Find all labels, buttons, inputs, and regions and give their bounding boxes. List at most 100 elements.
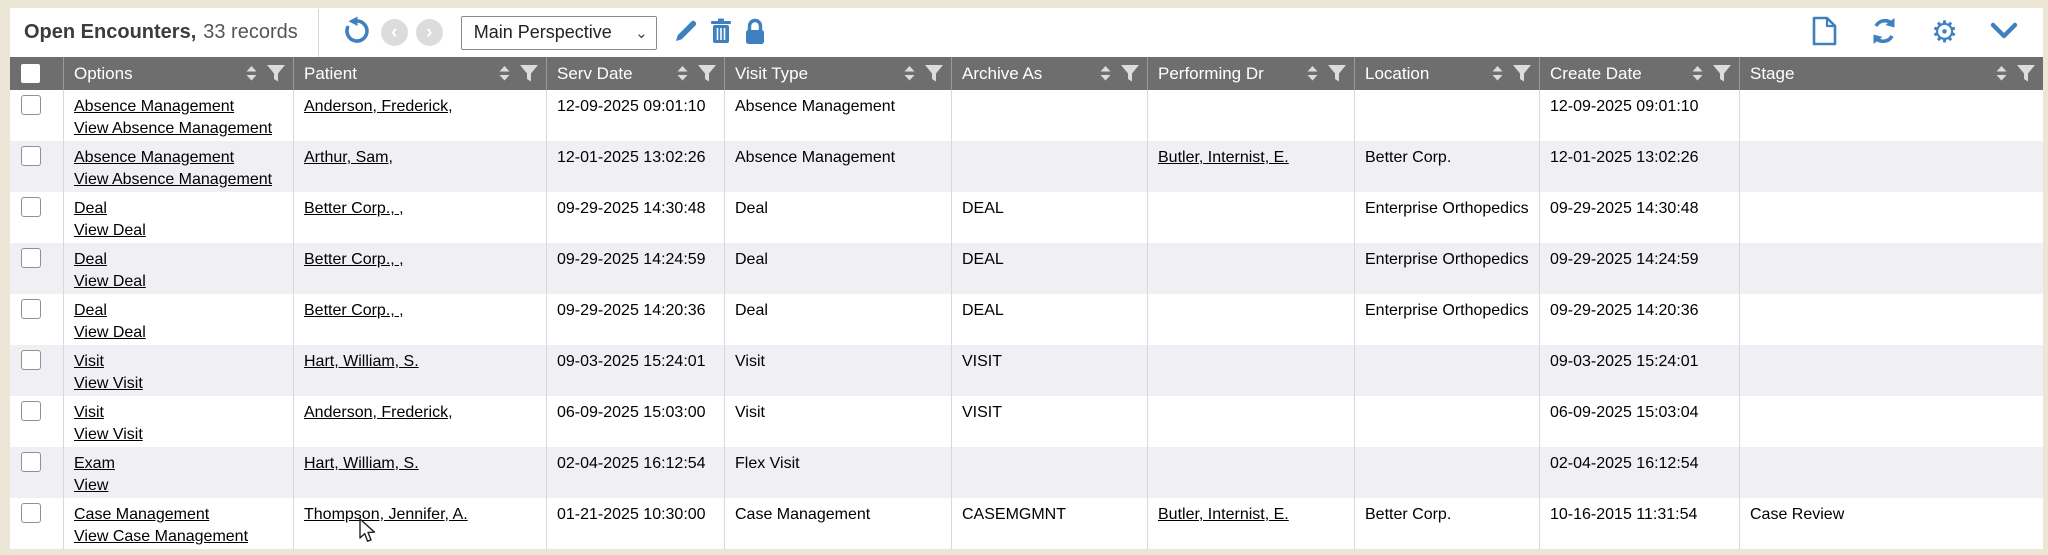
cell-serv_date: 06-09-2025 15:03:00 [547,396,725,447]
new-document-button[interactable] [1812,16,1837,49]
select-all-header[interactable] [10,57,64,90]
column-header-create_date[interactable]: Create Date [1540,57,1740,90]
row-checkbox[interactable] [21,299,41,319]
option-link[interactable]: Deal [74,302,107,319]
select-all-checkbox[interactable] [21,64,40,83]
option-link[interactable]: Deal [74,200,107,217]
sort-icon[interactable] [244,64,259,83]
sort-icon[interactable] [1098,64,1113,83]
sort-icon[interactable] [902,64,917,83]
cell-stage [1740,447,2043,498]
row-checkbox[interactable] [21,452,41,472]
patient-link[interactable]: Anderson, Frederick, [304,98,453,115]
sort-icon[interactable] [1305,64,1320,83]
patient-link[interactable]: Thompson, Jennifer, A. [304,506,468,523]
option-link[interactable]: View Deal [74,222,146,239]
cell-location [1355,345,1540,396]
cell-archive_as [952,447,1148,498]
row-checkbox[interactable] [21,248,41,268]
refresh-icon [1869,16,1899,49]
column-header-options[interactable]: Options [64,57,294,90]
sort-icon[interactable] [1490,64,1505,83]
performing_dr-link[interactable]: Butler, Internist, E. [1158,506,1289,523]
filter-icon[interactable] [266,64,286,83]
row-checkbox[interactable] [21,197,41,217]
filter-icon[interactable] [2016,64,2036,83]
option-link[interactable]: Absence Management [74,149,235,166]
option-link[interactable]: View Visit [74,426,143,443]
pencil-icon [673,18,699,47]
row-checkbox[interactable] [21,146,41,166]
sort-icon[interactable] [497,64,512,83]
column-header-serv_date[interactable]: Serv Date [547,57,725,90]
performing_dr-link[interactable]: Butler, Internist, E. [1158,149,1289,166]
option-link[interactable]: View Visit [74,375,143,392]
patient-link[interactable]: Anderson, Frederick, [304,404,453,421]
column-header-visit_type[interactable]: Visit Type [725,57,952,90]
refresh-button[interactable] [1869,16,1899,49]
next-button[interactable]: › [415,19,443,46]
row-checkbox[interactable] [21,350,41,370]
patient-link[interactable]: Better Corp., , [304,200,404,217]
row-checkbox[interactable] [21,401,41,421]
column-header-patient[interactable]: Patient [294,57,547,90]
option-link[interactable]: View Deal [74,324,146,341]
option-link[interactable]: View Case Management [74,528,249,545]
cell-archive_as [952,90,1148,141]
collapse-button[interactable] [1990,21,2018,44]
cell-stage [1740,90,2043,141]
lock-perspective-button[interactable] [743,18,767,48]
filter-icon[interactable] [1120,64,1140,83]
table-row: Deal View Deal Better Corp., , 09-29-2025 1… [10,243,2043,294]
patient-link[interactable]: Hart, William, S. [304,353,419,370]
column-header-performing_dr[interactable]: Performing Dr [1148,57,1355,90]
perspective-select[interactable]: Main Perspective ⌄ [460,15,657,50]
undo-button[interactable] [342,16,372,49]
filter-icon[interactable] [924,64,944,83]
patient-link[interactable]: Better Corp., , [304,302,404,319]
sort-icon[interactable] [675,64,690,83]
patient-link[interactable]: Better Corp., , [304,251,404,268]
column-header-archive_as[interactable]: Archive As [952,57,1148,90]
cell-location: Enterprise Orthopedics [1355,294,1540,345]
option-link[interactable]: View Deal [74,273,146,290]
filter-icon[interactable] [697,64,717,83]
cell-location: Enterprise Orthopedics [1355,243,1540,294]
cell-create_date: 12-09-2025 09:01:10 [1540,90,1740,141]
filter-icon[interactable] [1327,64,1347,83]
cell-patient: Anderson, Frederick, [294,396,547,447]
sort-icon[interactable] [1994,64,2009,83]
filter-icon[interactable] [1712,64,1732,83]
prev-button[interactable]: ‹ [380,19,408,46]
sort-icon[interactable] [1690,64,1705,83]
edit-perspective-button[interactable] [673,18,699,47]
cell-visit_type: Absence Management [725,90,952,141]
cell-archive_as [952,141,1148,192]
option-link[interactable]: Visit [74,353,104,370]
patient-link[interactable]: Hart, William, S. [304,455,419,472]
delete-perspective-button[interactable] [709,18,733,47]
option-link[interactable]: Visit [74,404,104,421]
row-checkbox[interactable] [21,95,41,115]
patient-link[interactable]: Arthur, Sam, [304,149,393,166]
filter-icon[interactable] [519,64,539,83]
cell-visit_type: Absence Management [725,141,952,192]
row-checkbox[interactable] [21,503,41,523]
option-link[interactable]: Case Management [74,506,210,523]
option-link[interactable]: View Absence Management [74,171,273,188]
option-link[interactable]: View Absence Management [74,120,273,137]
column-header-stage[interactable]: Stage [1740,57,2043,90]
cell-performing_dr [1148,243,1355,294]
header-icons [675,64,717,83]
header-icons [1490,64,1532,83]
settings-button[interactable]: ⚙ [1931,17,1958,48]
filter-icon[interactable] [1512,64,1532,83]
option-link[interactable]: Absence Management [74,98,235,115]
option-link[interactable]: Exam [74,455,115,472]
option-link[interactable]: Deal [74,251,107,268]
option-link[interactable]: View [74,477,109,494]
cell-performing_dr [1148,447,1355,498]
perspective-value: Main Perspective [473,22,612,42]
column-header-location[interactable]: Location [1355,57,1540,90]
cell-serv_date: 12-01-2025 13:02:26 [547,141,725,192]
